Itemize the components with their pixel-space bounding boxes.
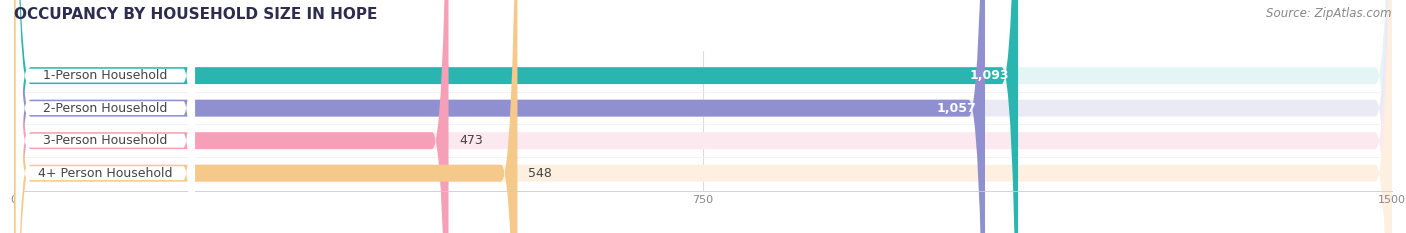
Text: 548: 548 [529, 167, 553, 180]
Text: 4+ Person Household: 4+ Person Household [38, 167, 173, 180]
FancyBboxPatch shape [14, 0, 1392, 233]
Text: 1,093: 1,093 [969, 69, 1010, 82]
FancyBboxPatch shape [14, 0, 517, 233]
FancyBboxPatch shape [15, 0, 195, 233]
FancyBboxPatch shape [14, 0, 1392, 233]
Text: 1,057: 1,057 [936, 102, 976, 115]
Text: Source: ZipAtlas.com: Source: ZipAtlas.com [1267, 7, 1392, 20]
FancyBboxPatch shape [14, 0, 1392, 233]
Text: 1-Person Household: 1-Person Household [44, 69, 167, 82]
FancyBboxPatch shape [14, 0, 449, 233]
FancyBboxPatch shape [14, 0, 1018, 233]
Text: 473: 473 [460, 134, 484, 147]
FancyBboxPatch shape [15, 0, 195, 233]
FancyBboxPatch shape [14, 0, 1392, 233]
Text: 2-Person Household: 2-Person Household [44, 102, 167, 115]
FancyBboxPatch shape [14, 0, 986, 233]
FancyBboxPatch shape [15, 0, 195, 233]
FancyBboxPatch shape [15, 0, 195, 233]
Text: 3-Person Household: 3-Person Household [44, 134, 167, 147]
Text: OCCUPANCY BY HOUSEHOLD SIZE IN HOPE: OCCUPANCY BY HOUSEHOLD SIZE IN HOPE [14, 7, 377, 22]
